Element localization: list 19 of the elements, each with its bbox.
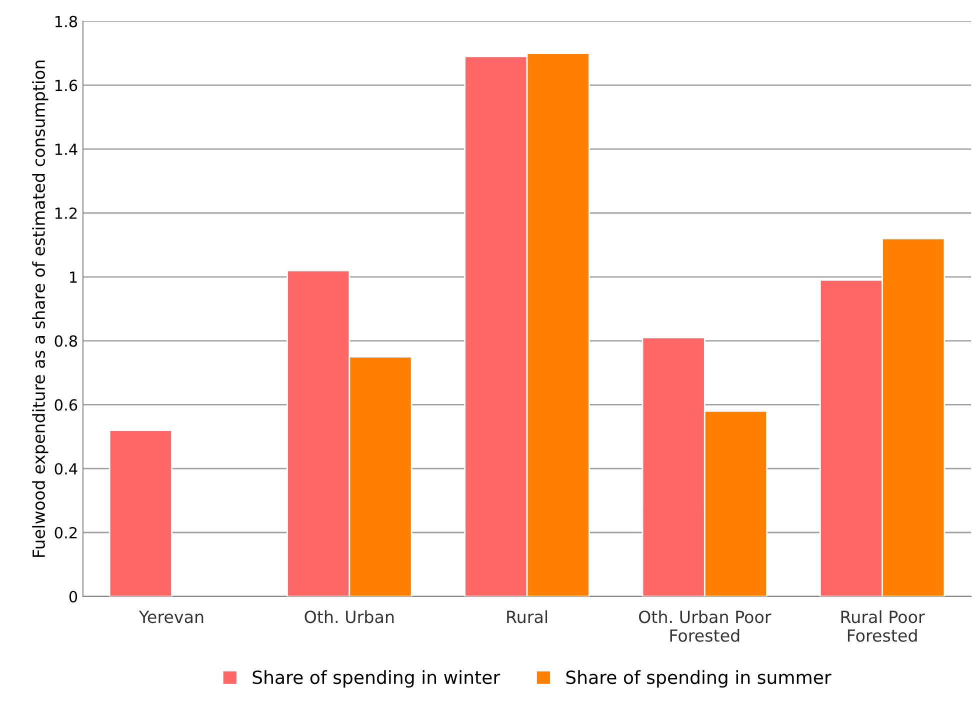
y-tick-label: 0.8 bbox=[54, 335, 78, 347]
x-tick-label: Yerevan bbox=[138, 610, 204, 624]
y-tick-label: 1.8 bbox=[55, 16, 78, 28]
bar bbox=[108, 430, 172, 596]
y-tick-label: 1.4 bbox=[55, 144, 78, 155]
y-tick-label: 1 bbox=[70, 272, 77, 283]
y-axis-title: Fuelwood expenditure as a share of estimated consumption bbox=[32, 60, 48, 557]
x-tick-label: Oth. Urban bbox=[304, 610, 394, 624]
y-tick-label: 0.4 bbox=[54, 463, 78, 475]
x-tick-label: Rural Poor Forested bbox=[841, 610, 925, 642]
y-tick-label: 0.2 bbox=[54, 526, 77, 539]
legend-label: Share of spending in winter bbox=[252, 670, 500, 688]
legend-label: Share of spending in summer bbox=[566, 670, 832, 688]
y-tick-label: 1.6 bbox=[55, 80, 78, 92]
y-tick-label: 0.6 bbox=[54, 399, 78, 411]
y-tick-label: 0 bbox=[69, 590, 78, 602]
y-tick-label: 1.2 bbox=[55, 207, 77, 219]
x-tick-label: Oth. Urban Poor Forested bbox=[639, 610, 772, 642]
x-tick-label: Rural bbox=[507, 610, 548, 624]
